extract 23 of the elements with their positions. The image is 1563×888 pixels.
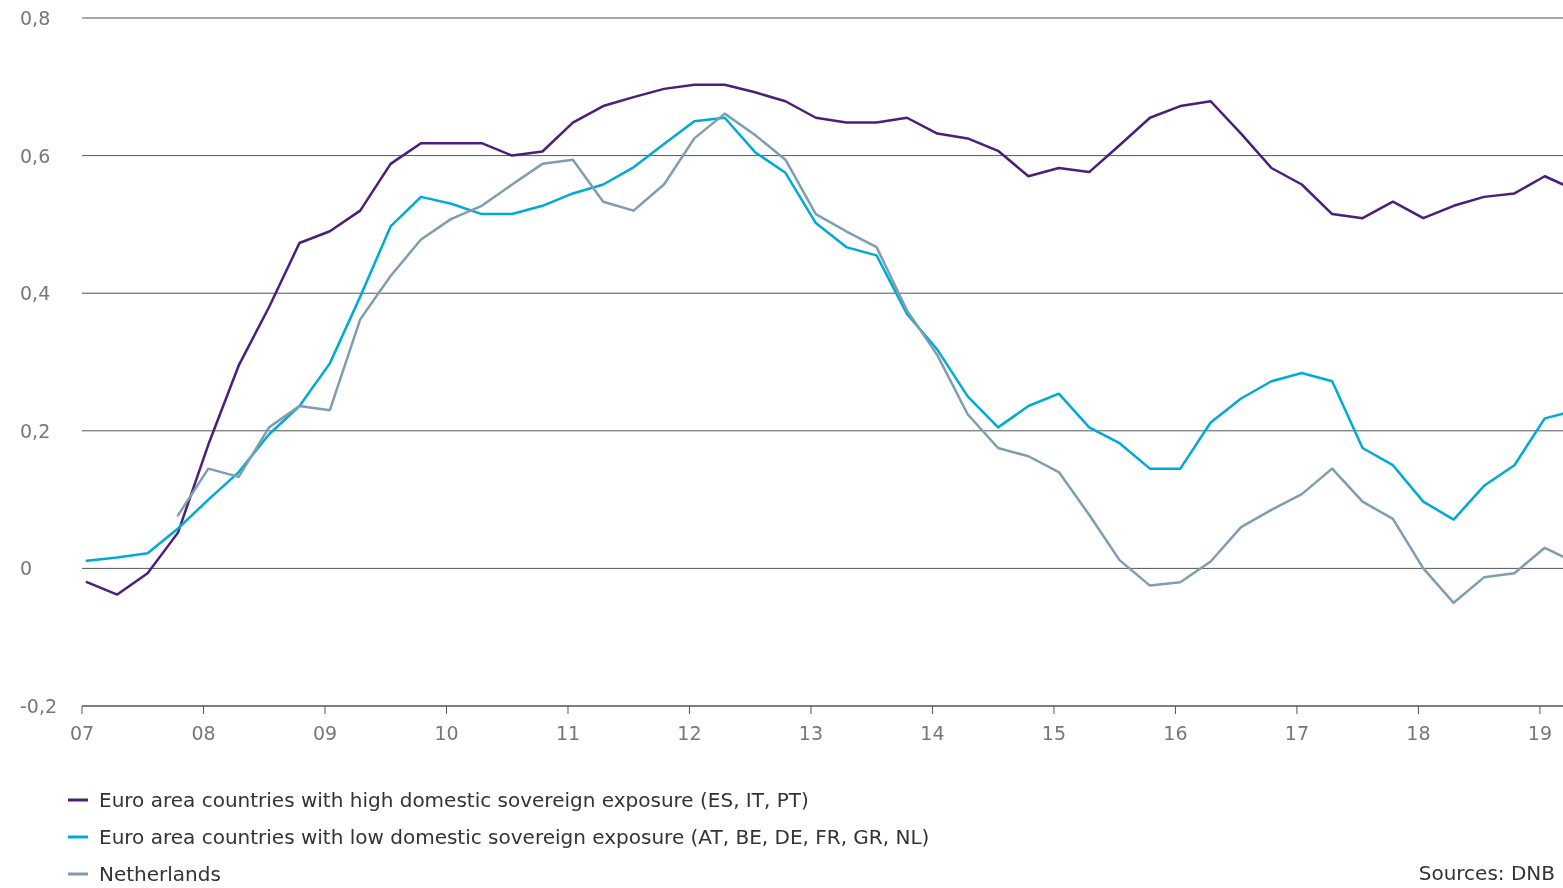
- y-tick-label: 0,6: [20, 144, 51, 167]
- legend-label: Euro area countries with high domestic sovereign exposure (ES, IT, PT): [99, 788, 809, 812]
- legend-label: Netherlands: [99, 862, 221, 886]
- x-tick-label: 08: [191, 722, 216, 744]
- x-tick-label: 10: [434, 722, 459, 744]
- x-tick-label: 19: [1527, 722, 1553, 744]
- x-tick-label: 14: [920, 722, 945, 744]
- x-tick-label: 11: [555, 722, 581, 744]
- y-tick-label: 0: [20, 557, 33, 580]
- x-tick-label: 13: [798, 722, 824, 744]
- y-tick-label: -0,2: [20, 695, 58, 717]
- source-note: Sources: DNB: [1418, 861, 1555, 885]
- legend-label: Euro area countries with low domestic sovereign exposure (AT, BE, DE, FR, GR, NL): [99, 825, 930, 849]
- x-tick-label: 07: [69, 722, 95, 744]
- y-tick-label: 0,8: [20, 7, 51, 29]
- y-tick-label: 0,4: [20, 282, 51, 305]
- x-tick-label: 17: [1284, 722, 1310, 744]
- x-tick-label: 12: [677, 722, 702, 744]
- x-tick-label: 09: [312, 722, 338, 744]
- x-tick-label: 18: [1406, 722, 1431, 744]
- y-tick-label: 0,2: [20, 419, 51, 442]
- x-tick-label: 15: [1041, 722, 1067, 744]
- x-tick-label: 16: [1163, 722, 1188, 744]
